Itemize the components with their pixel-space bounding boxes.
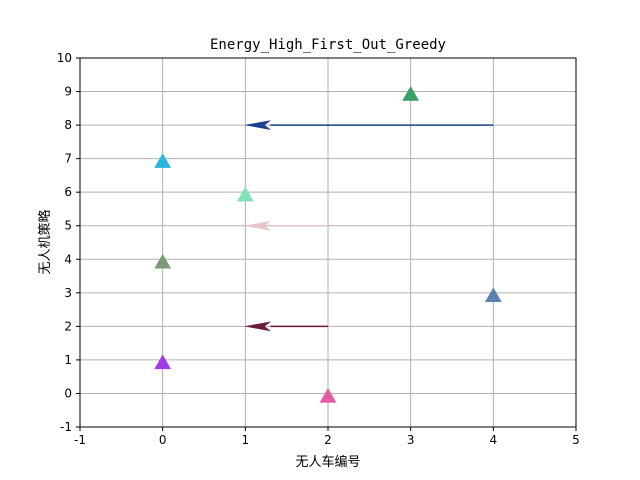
data-point xyxy=(154,253,172,269)
y-tick-label: 1 xyxy=(64,353,72,367)
y-tick-label: 3 xyxy=(64,286,72,300)
x-tick-label: 5 xyxy=(572,433,580,447)
data-point xyxy=(236,186,254,202)
arrow xyxy=(245,321,328,332)
y-axis-label: 无人机策略 xyxy=(37,209,53,274)
x-tick-label: -1 xyxy=(74,433,86,447)
x-tick-label: 1 xyxy=(242,433,250,447)
grid xyxy=(79,57,577,428)
arrow xyxy=(245,120,494,130)
x-tick-label: 0 xyxy=(159,433,167,447)
arrow-head xyxy=(245,120,271,130)
y-tick-label: 9 xyxy=(64,85,72,99)
chart-title: Energy_High_First_Out_Greedy xyxy=(210,37,446,53)
data-point xyxy=(402,86,420,101)
arrows xyxy=(245,120,494,332)
x-axis-label: 无人车编号 xyxy=(295,454,360,470)
y-ticks: -1 0 1 2 3 4 5 6 7 8 9 10 xyxy=(57,51,80,434)
points xyxy=(154,86,502,403)
data-point xyxy=(154,153,172,168)
arrow-head xyxy=(245,321,271,332)
y-tick-label: 10 xyxy=(57,51,72,65)
y-tick-label: -1 xyxy=(60,420,72,434)
y-tick-label: 4 xyxy=(64,252,72,266)
arrow xyxy=(245,220,328,231)
y-tick-label: 2 xyxy=(64,319,72,333)
x-tick-label: 2 xyxy=(324,433,332,447)
data-point xyxy=(484,287,502,303)
data-point xyxy=(154,354,172,370)
x-tick-label: 4 xyxy=(490,433,498,447)
y-tick-label: 5 xyxy=(64,219,72,233)
y-tick-label: 8 xyxy=(64,118,72,132)
x-tick-label: 3 xyxy=(407,433,415,447)
y-tick-label: 7 xyxy=(64,152,72,166)
y-tick-label: 6 xyxy=(64,185,72,199)
arrow-head xyxy=(245,220,271,231)
y-tick-label: 0 xyxy=(64,386,72,400)
data-point xyxy=(319,387,337,403)
x-ticks: -1 0 1 2 3 4 5 xyxy=(74,427,580,447)
